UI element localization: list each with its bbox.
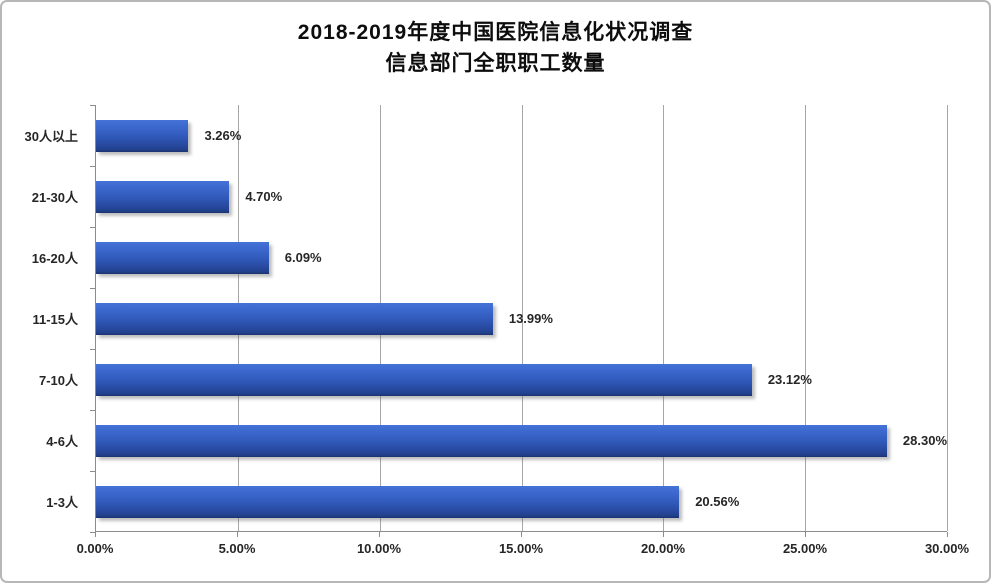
bar-row-30人以上: 3.26% (96, 105, 947, 166)
bar-21-30人 (96, 180, 230, 213)
chart-title-line2: 信息部门全职职工数量 (385, 52, 606, 75)
chart-title: 2018-2019年度中国医院信息化状况调查 信息部门全职职工数量 (2, 17, 989, 79)
bar-16-20人 (96, 241, 269, 274)
bar-value-label: 4.70% (245, 189, 283, 204)
x-axis-label-25.00%: 25.00% (782, 541, 828, 556)
plot-area: 3.26% 4.70% 6.09% 13.99% 23.12% 28.30% 20.56% (95, 105, 948, 532)
bar-value-label: 3.26% (204, 128, 242, 143)
x-axis-tick (95, 532, 96, 537)
bar-value-label: 28.30% (902, 433, 947, 448)
x-axis-label-30.00%: 30.00% (924, 541, 970, 556)
bar-row-16-20人: 6.09% (96, 227, 947, 288)
bar-row-21-30人: 4.70% (96, 166, 947, 227)
chart-title-line1: 2018-2019年度中国医院信息化状况调查 (297, 21, 694, 44)
category-label-7-10人: 7-10人 (38, 373, 78, 388)
bar-value-label: 6.09% (284, 250, 322, 265)
bar-value-label: 23.12% (767, 372, 812, 387)
y-axis-tick (90, 471, 95, 472)
x-axis-label-10.00%: 10.00% (356, 541, 402, 556)
x-axis-tick (805, 532, 806, 537)
x-axis-label-5.00%: 5.00% (218, 541, 256, 556)
gridline-25.00% (805, 105, 807, 531)
y-axis-tick (90, 349, 95, 350)
category-label-11-15人: 11-15人 (32, 312, 78, 327)
category-label-30人以上: 30人以上 (24, 129, 78, 144)
x-axis-tick (379, 532, 380, 537)
bar-1-3人 (96, 485, 680, 518)
category-label-16-20人: 16-20人 (31, 251, 78, 266)
category-label-4-6人: 4-6人 (46, 434, 78, 449)
x-axis-tick (237, 532, 238, 537)
bar-row-1-3人: 20.56% (96, 471, 947, 532)
y-axis-tick (90, 166, 95, 167)
gridline-15.00% (521, 105, 523, 531)
bar-row-4-6人: 28.30% (96, 410, 947, 471)
bar-4-6人 (96, 424, 887, 457)
bar-30人以上 (96, 119, 189, 152)
y-axis-tick (90, 105, 95, 106)
category-label-1-3人: 1-3人 (46, 495, 78, 510)
y-axis-tick (90, 288, 95, 289)
x-axis-tick (521, 532, 522, 537)
x-axis-label-0.00%: 0.00% (76, 541, 114, 556)
gridline-20.00% (663, 105, 665, 531)
x-axis-tick (663, 532, 664, 537)
bar-row-11-15人: 13.99% (96, 288, 947, 349)
bar-row-7-10人: 23.12% (96, 349, 947, 410)
bar-7-10人 (96, 363, 752, 396)
bar-value-label: 20.56% (695, 494, 740, 509)
y-axis-tick (90, 227, 95, 228)
bar-value-label: 13.99% (508, 311, 553, 326)
x-axis-tick (947, 532, 948, 537)
y-axis-tick (90, 532, 95, 533)
category-label-21-30人: 21-30人 (31, 190, 78, 205)
x-axis-label-15.00%: 15.00% (498, 541, 544, 556)
gridline-30.00% (947, 105, 948, 531)
bar-11-15人 (96, 302, 493, 335)
y-axis-tick (90, 410, 95, 411)
category-axis-labels: 30人以上 21-30人 16-20人 11-15人 7-10人 4-6人 1-3人 (2, 105, 87, 532)
x-axis-label-20.00%: 20.00% (640, 541, 686, 556)
